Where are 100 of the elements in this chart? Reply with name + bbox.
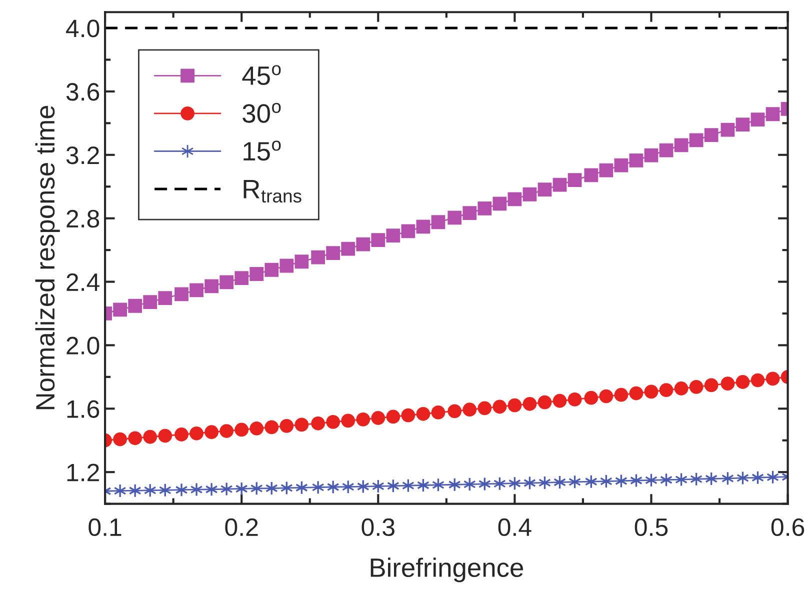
point: [220, 424, 234, 438]
legend-label: 30$^{o}$: [242, 102, 281, 123]
point: [416, 220, 430, 234]
point: [264, 262, 279, 277]
point: [538, 182, 552, 197]
point: [720, 122, 735, 137]
point: [294, 418, 309, 432]
point: [371, 411, 386, 425]
point: [250, 267, 264, 281]
point: [720, 376, 735, 391]
point: [204, 279, 218, 294]
y-tick-label: 2.8: [66, 210, 100, 228]
point: [386, 410, 400, 424]
point: [689, 380, 704, 394]
point: [448, 210, 462, 225]
point: [220, 275, 234, 290]
point: [341, 242, 356, 256]
point: [204, 425, 218, 440]
point: [629, 386, 644, 400]
y-tick-label: 3.2: [66, 146, 99, 164]
point: [522, 187, 537, 202]
point: [341, 414, 356, 428]
point: [220, 482, 233, 496]
point: [599, 163, 614, 178]
point: [114, 484, 126, 498]
point: [614, 158, 628, 172]
point: [552, 394, 567, 408]
point: [190, 426, 204, 440]
x-tick-label: 0.3: [362, 518, 394, 536]
point: [356, 237, 370, 252]
point: [614, 388, 628, 402]
y-tick-label: 2.0: [66, 336, 100, 355]
point: [508, 192, 522, 206]
point: [128, 298, 142, 313]
point: [174, 428, 188, 442]
point: [311, 416, 326, 430]
x-tick-label: 0.5: [634, 518, 668, 536]
point: [704, 128, 718, 142]
point: [629, 153, 644, 168]
point: [264, 420, 279, 434]
point: [143, 295, 158, 310]
point: [401, 224, 416, 238]
point: [280, 418, 294, 433]
point: [175, 482, 188, 497]
point: [584, 168, 598, 182]
point: [492, 400, 507, 414]
point: [568, 392, 582, 406]
point: [674, 138, 688, 152]
legend-label: 15$^{o}$: [244, 140, 281, 161]
point: [538, 395, 552, 410]
point: [674, 382, 688, 396]
point: [736, 118, 750, 132]
x-axis-title: Birefringence: [370, 558, 523, 582]
point: [736, 375, 750, 389]
legend-label: 45$^{o}$: [242, 65, 281, 86]
point: [431, 215, 446, 230]
point: [128, 484, 142, 498]
point: [280, 258, 294, 273]
point: [522, 396, 537, 411]
point: [113, 302, 128, 317]
y-tick-label: 3.6: [66, 83, 100, 101]
point: [113, 432, 128, 446]
point: [552, 178, 567, 192]
legend-label: R$_{trans}$: [244, 180, 302, 203]
point: [478, 202, 492, 216]
point: [766, 107, 780, 122]
point: [689, 133, 704, 148]
point: [478, 401, 492, 416]
point: [750, 112, 765, 126]
point: [143, 430, 158, 444]
y-tick-label: 1.2: [67, 464, 99, 482]
point: [371, 233, 386, 247]
point: [659, 143, 674, 158]
y-axis-title: Normalized response time: [35, 106, 60, 410]
point: [401, 408, 416, 422]
point: [158, 428, 172, 443]
point: [704, 378, 718, 392]
point: [311, 250, 326, 264]
point: [644, 148, 658, 162]
point: [312, 480, 324, 494]
y-tick-label: 4.0: [66, 20, 100, 38]
point: [190, 283, 204, 298]
point: [766, 372, 780, 386]
x-tick-label: 0.2: [225, 518, 258, 536]
point: [492, 196, 507, 211]
point: [431, 406, 446, 420]
point: [508, 398, 522, 412]
x-tick-label: 0.1: [88, 518, 122, 536]
point: [205, 482, 218, 496]
point: [448, 404, 462, 418]
point: [644, 384, 658, 399]
point: [568, 173, 582, 188]
y-tick-label: 2.4: [66, 273, 100, 291]
point: [326, 415, 340, 429]
point: [174, 287, 188, 302]
point: [659, 383, 674, 398]
point: [234, 271, 249, 286]
point: [584, 390, 598, 405]
x-tick-label: 0.6: [771, 518, 804, 536]
point: [250, 422, 264, 436]
